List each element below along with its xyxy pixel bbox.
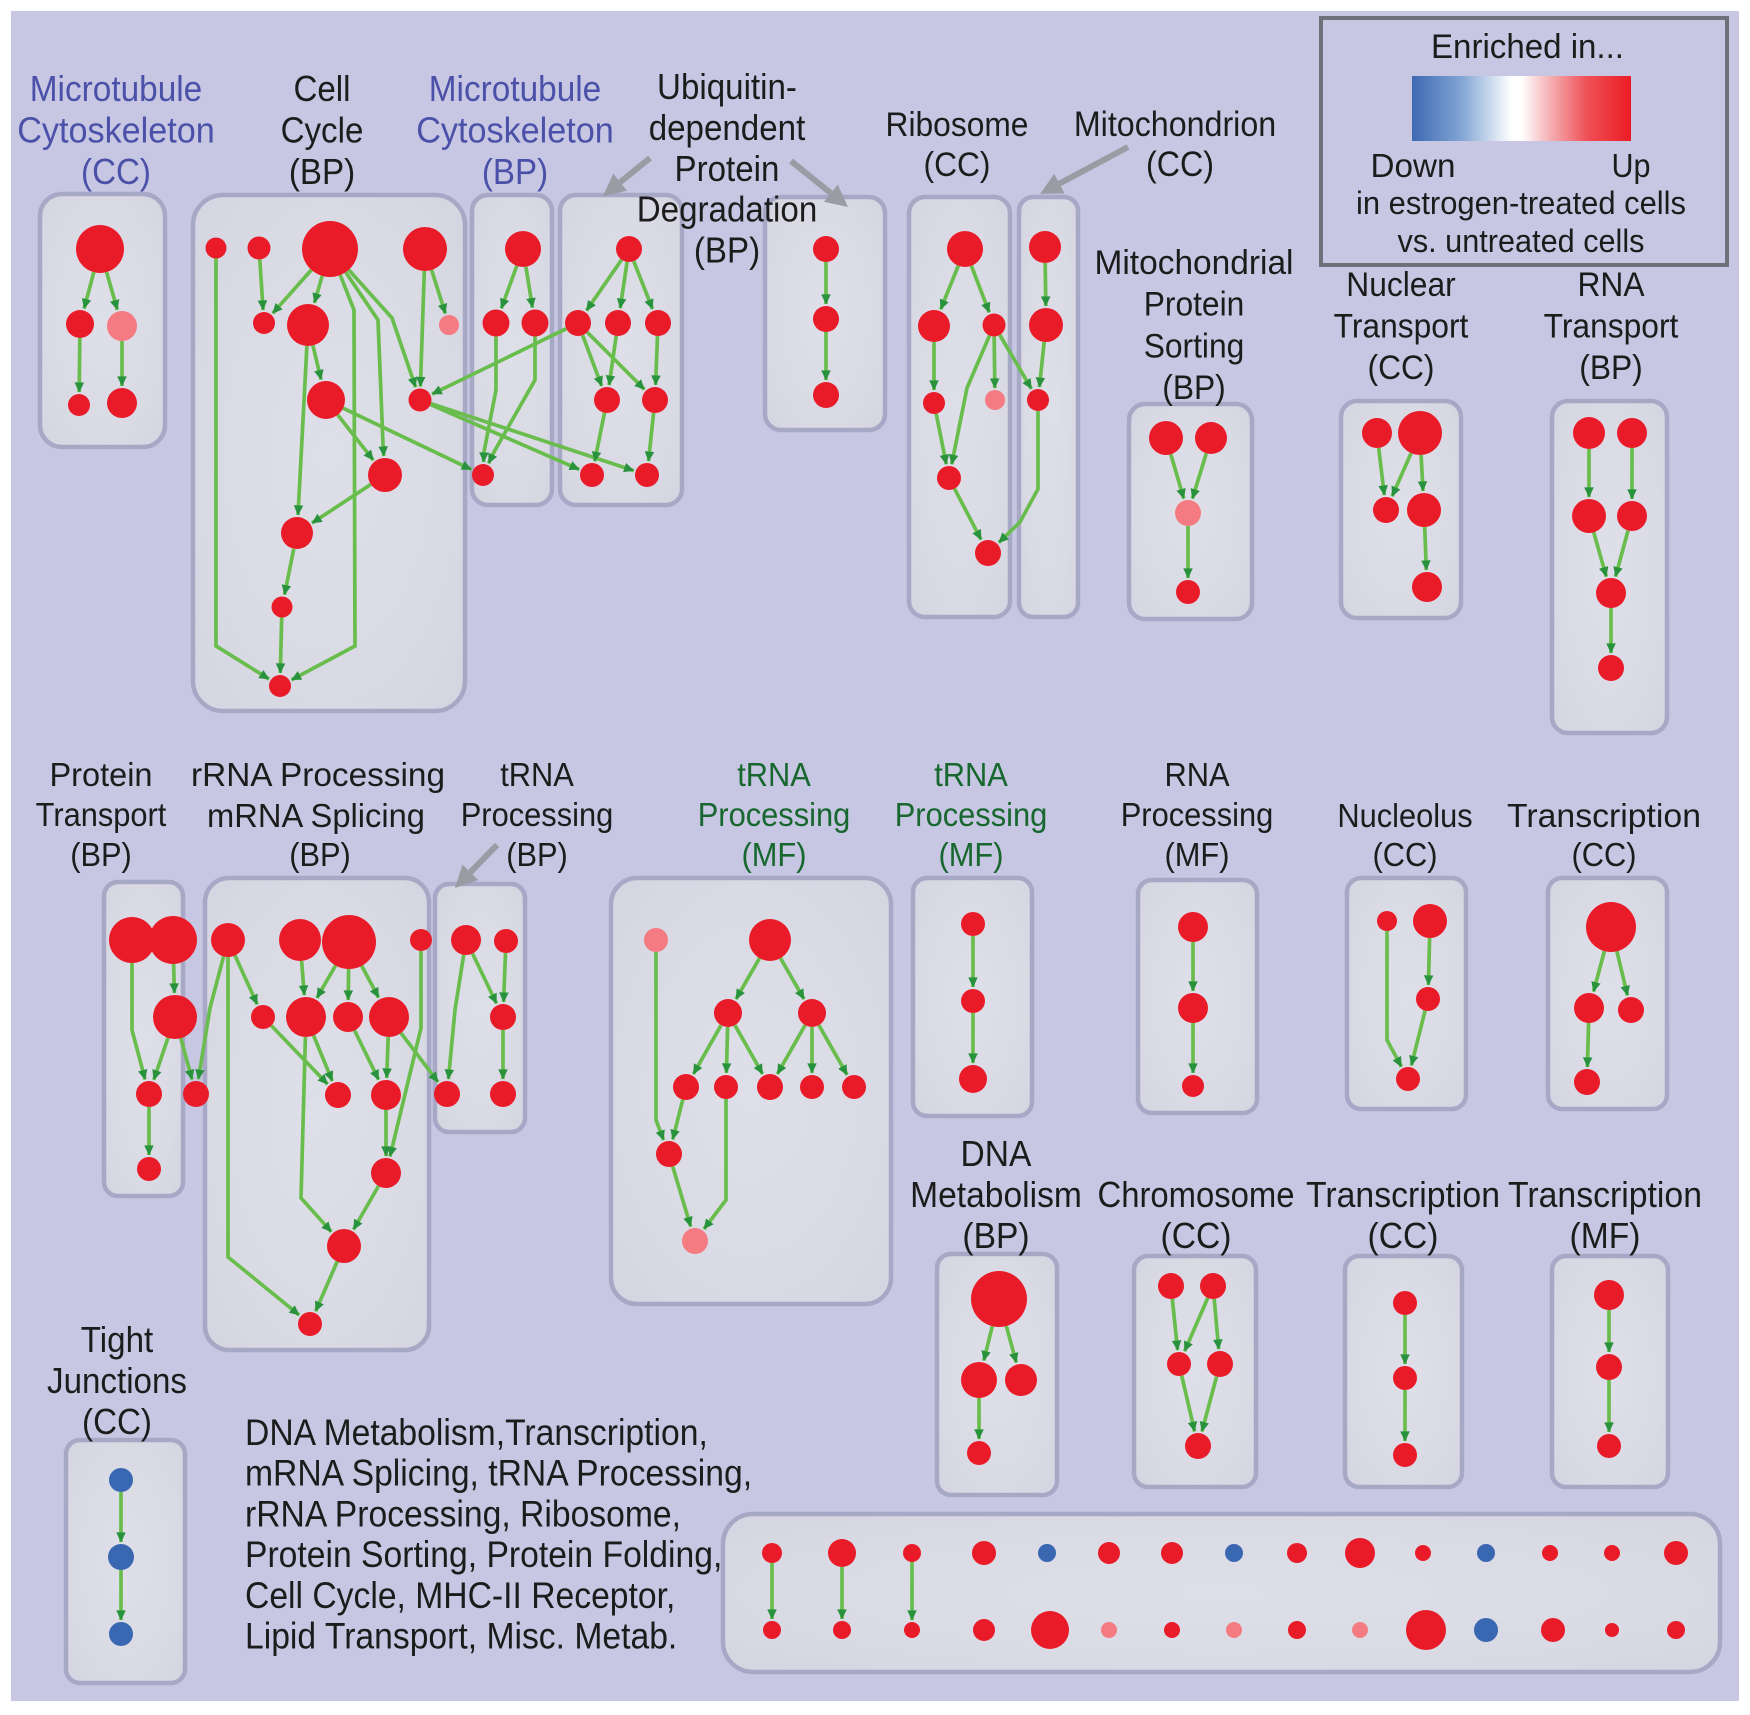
svg-text:(CC): (CC): [82, 1401, 152, 1442]
svg-text:Processing: Processing: [1121, 797, 1274, 834]
svg-text:Chromosome: Chromosome: [1098, 1174, 1295, 1215]
svg-text:Transport: Transport: [1544, 308, 1679, 346]
svg-text:Ribosome: Ribosome: [886, 106, 1029, 144]
svg-text:Mitochondrion: Mitochondrion: [1074, 105, 1276, 144]
svg-text:Cycle: Cycle: [281, 110, 364, 151]
svg-text:(CC): (CC): [1161, 1215, 1232, 1256]
svg-text:rRNA Processing, Ribosome,: rRNA Processing, Ribosome,: [245, 1493, 681, 1534]
svg-text:Microtubule: Microtubule: [30, 68, 203, 109]
svg-text:Protein: Protein: [675, 148, 780, 189]
svg-text:Sorting: Sorting: [1144, 327, 1245, 365]
svg-text:Cell Cycle, MHC-II Receptor,: Cell Cycle, MHC-II Receptor,: [245, 1575, 675, 1616]
svg-text:Cytoskeleton: Cytoskeleton: [17, 110, 215, 151]
svg-text:mRNA Splicing, tRNA Processing: mRNA Splicing, tRNA Processing,: [245, 1453, 752, 1494]
svg-text:(CC): (CC): [1146, 145, 1214, 184]
svg-text:(BP): (BP): [482, 151, 548, 192]
svg-text:DNA: DNA: [961, 1133, 1032, 1174]
svg-text:(CC): (CC): [1572, 837, 1637, 874]
svg-text:Transcription: Transcription: [1507, 798, 1701, 835]
svg-text:(CC): (CC): [1368, 349, 1435, 387]
svg-text:Enriched in...: Enriched in...: [1431, 28, 1624, 66]
svg-text:RNA: RNA: [1578, 266, 1645, 304]
svg-text:(CC): (CC): [1373, 837, 1438, 874]
svg-text:Protein Sorting, Protein Foldi: Protein Sorting, Protein Folding,: [245, 1534, 722, 1575]
svg-text:Transcription: Transcription: [1508, 1174, 1702, 1215]
svg-text:(BP): (BP): [1162, 369, 1226, 407]
svg-text:Protein: Protein: [1144, 286, 1245, 324]
svg-text:Tight: Tight: [81, 1319, 153, 1360]
svg-text:(BP): (BP): [1579, 349, 1643, 387]
svg-text:Processing: Processing: [895, 797, 1048, 834]
svg-text:(CC): (CC): [81, 151, 151, 192]
svg-text:Mitochondrial: Mitochondrial: [1095, 244, 1294, 282]
svg-text:(CC): (CC): [1368, 1215, 1439, 1256]
svg-text:rRNA Processing: rRNA Processing: [191, 757, 445, 794]
svg-text:(BP): (BP): [70, 837, 132, 874]
svg-text:mRNA Splicing: mRNA Splicing: [207, 798, 425, 835]
svg-text:(MF): (MF): [1570, 1215, 1641, 1256]
svg-text:(BP): (BP): [962, 1215, 1029, 1256]
svg-text:(MF): (MF): [1165, 837, 1230, 874]
svg-text:Microtubule: Microtubule: [429, 68, 602, 109]
svg-text:Lipid Transport, Misc. Metab.: Lipid Transport, Misc. Metab.: [245, 1616, 677, 1657]
svg-text:Nucleolus: Nucleolus: [1337, 798, 1472, 835]
svg-text:Junctions: Junctions: [47, 1360, 187, 1401]
svg-text:(BP): (BP): [506, 837, 568, 874]
svg-text:Processing: Processing: [698, 797, 851, 834]
svg-text:Processing: Processing: [461, 797, 614, 834]
svg-text:(BP): (BP): [694, 230, 760, 271]
svg-text:(MF): (MF): [939, 837, 1004, 874]
svg-text:tRNA: tRNA: [500, 757, 574, 794]
svg-text:Up: Up: [1612, 147, 1651, 184]
svg-text:Cytoskeleton: Cytoskeleton: [416, 110, 614, 151]
svg-text:tRNA: tRNA: [737, 757, 811, 794]
svg-text:Cell: Cell: [293, 68, 350, 109]
svg-text:Transcription: Transcription: [1306, 1174, 1500, 1215]
svg-text:vs. untreated cells: vs. untreated cells: [1398, 223, 1645, 259]
svg-text:Protein: Protein: [50, 757, 153, 794]
svg-text:Transport: Transport: [1334, 308, 1469, 346]
svg-text:RNA: RNA: [1164, 757, 1230, 794]
svg-text:Ubiquitin-: Ubiquitin-: [657, 66, 797, 107]
svg-text:Down: Down: [1371, 147, 1456, 184]
svg-text:Nuclear: Nuclear: [1346, 266, 1455, 304]
svg-text:tRNA: tRNA: [934, 757, 1008, 794]
svg-text:dependent: dependent: [649, 107, 806, 148]
svg-text:DNA Metabolism,Transcription,: DNA Metabolism,Transcription,: [245, 1412, 708, 1453]
svg-text:(MF): (MF): [742, 837, 807, 874]
svg-text:(CC): (CC): [924, 146, 991, 184]
svg-text:(BP): (BP): [289, 151, 355, 192]
svg-text:Metabolism: Metabolism: [910, 1174, 1082, 1215]
svg-text:Transport: Transport: [36, 797, 167, 834]
svg-text:in estrogen-treated cells: in estrogen-treated cells: [1356, 185, 1686, 221]
svg-text:Degradation: Degradation: [637, 189, 818, 230]
svg-text:(BP): (BP): [289, 837, 351, 874]
